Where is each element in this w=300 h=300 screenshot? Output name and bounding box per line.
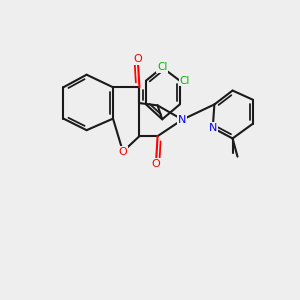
Text: O: O: [118, 147, 127, 157]
Text: Cl: Cl: [157, 62, 167, 72]
Text: Cl: Cl: [180, 76, 190, 85]
Text: O: O: [134, 54, 142, 64]
Text: N: N: [178, 115, 187, 124]
Text: O: O: [152, 159, 160, 169]
Text: N: N: [208, 123, 217, 133]
